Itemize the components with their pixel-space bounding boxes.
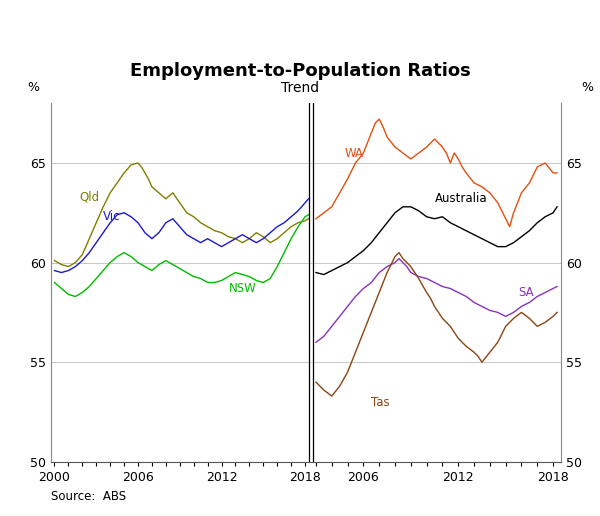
Text: %: % — [28, 81, 40, 94]
Text: %: % — [581, 81, 593, 94]
Text: Vic: Vic — [103, 210, 121, 223]
Text: Employment-to-Population Ratios: Employment-to-Population Ratios — [130, 62, 470, 80]
Text: Australia: Australia — [434, 192, 487, 205]
Text: Tas: Tas — [371, 396, 390, 409]
Text: SA: SA — [518, 286, 534, 299]
Text: NSW: NSW — [229, 282, 256, 295]
Text: Qld: Qld — [80, 190, 100, 203]
Text: Trend: Trend — [281, 82, 319, 95]
Text: Source:  ABS: Source: ABS — [51, 490, 126, 503]
Text: WA: WA — [344, 147, 364, 159]
